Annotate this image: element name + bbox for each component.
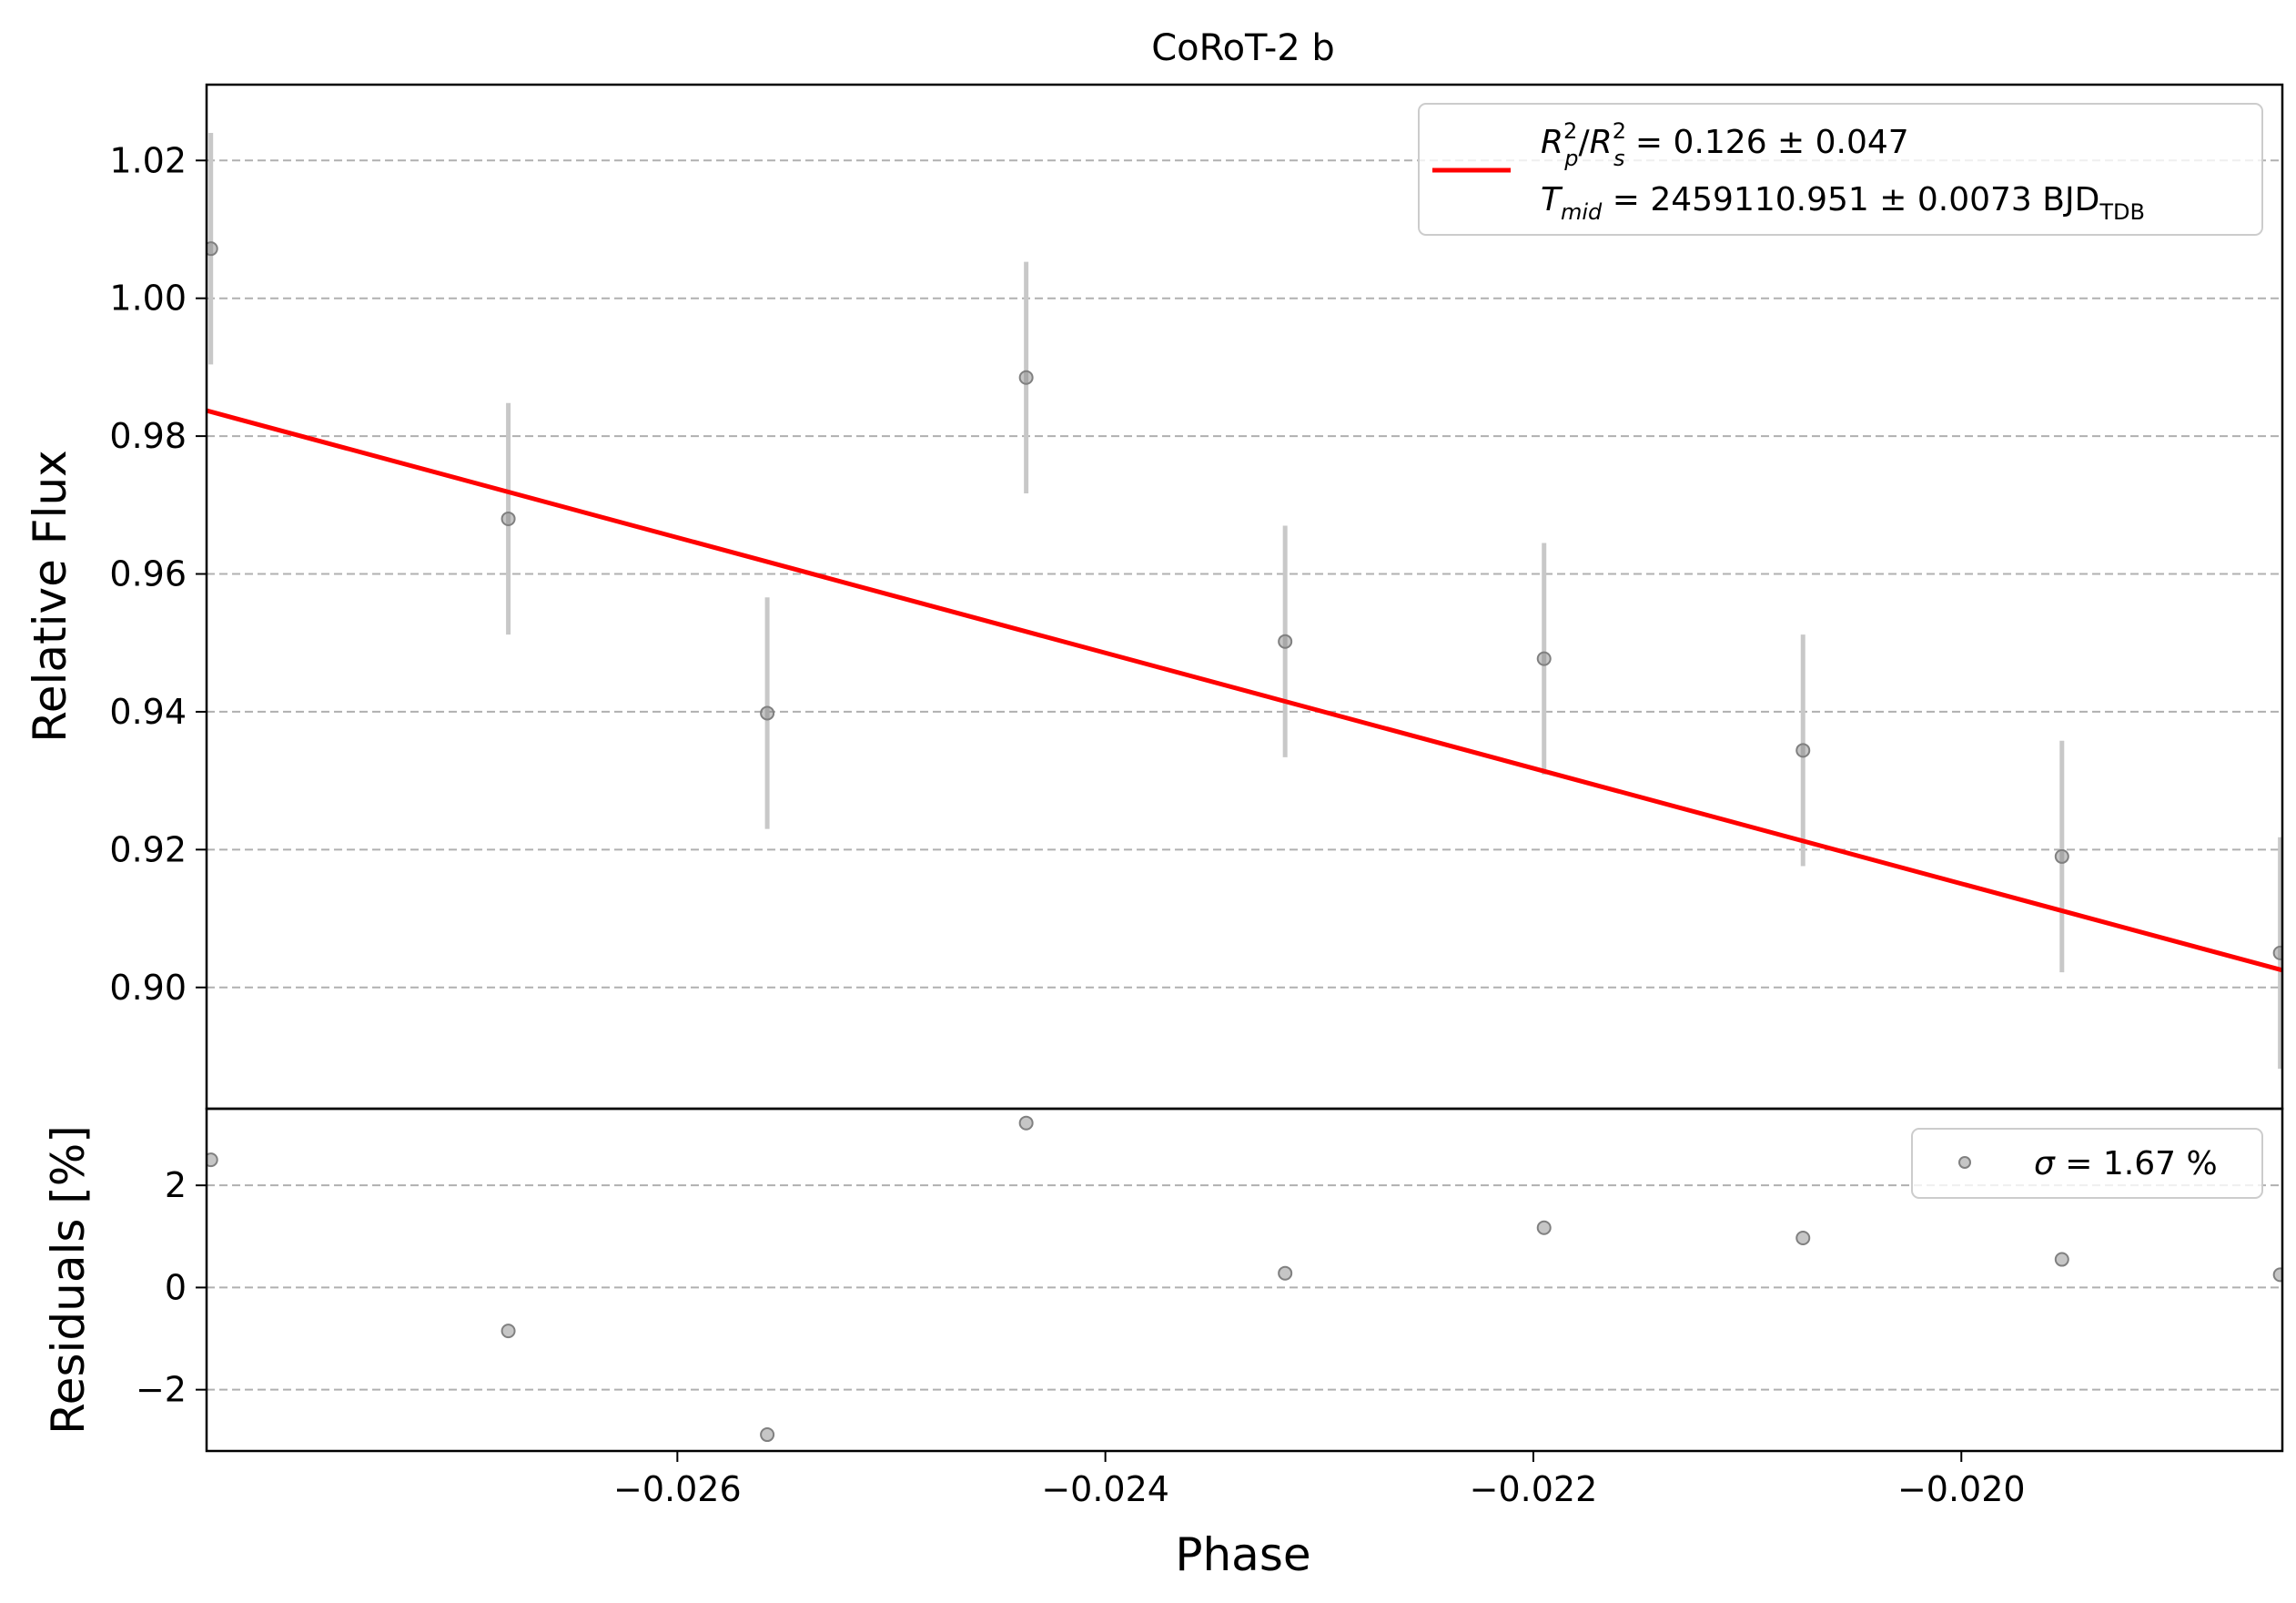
residuals-legend-marker — [1958, 1156, 1971, 1169]
x-axis: −0.026 −0.024 −0.022 −0.020 — [613, 1451, 2026, 1509]
main-y-tick-label: 1.02 — [109, 140, 187, 180]
main-data-point — [1795, 743, 1811, 758]
residuals-legend: σ = 1.67 % — [1911, 1128, 2263, 1199]
residuals-legend-box — [1911, 1128, 2263, 1199]
main-data-point — [1536, 651, 1552, 666]
main-y-tick-label: 0.90 — [109, 968, 187, 1008]
residuals-y-tick-label: −2 — [136, 1370, 187, 1410]
residual-point — [2272, 1267, 2282, 1283]
main-data-point — [2054, 848, 2069, 864]
residuals-y-tick-label: 2 — [165, 1165, 187, 1205]
main-y-tick-label: 0.96 — [109, 554, 187, 594]
residuals-legend-label: σ = 1.67 % — [2034, 1145, 2218, 1182]
legend-rp-sup: 2 — [1563, 118, 1577, 144]
legend-rs-sub: s — [1613, 146, 1625, 171]
legend-tdb-sub: TDB — [2099, 199, 2145, 225]
main-grid — [207, 159, 2282, 989]
main-data-point — [207, 241, 218, 257]
main-y-tick-label: 0.98 — [109, 416, 187, 456]
residual-point — [760, 1427, 775, 1443]
model-fit-line — [207, 408, 2282, 973]
residual-point — [1536, 1220, 1552, 1235]
x-tick-label: −0.022 — [1470, 1469, 1598, 1509]
main-data-point — [760, 705, 775, 721]
residuals-y-axis: −2 0 2 — [136, 1165, 207, 1410]
residual-point — [501, 1324, 516, 1339]
x-tick-label: −0.024 — [1041, 1469, 1169, 1509]
main-y-tick-label: 0.92 — [109, 829, 187, 869]
legend-t-sub: mid — [1561, 199, 1603, 225]
x-axis-title: Phase — [1175, 1528, 1310, 1581]
main-legend: R2 p/R2 s = 0.126 ± 0.047 Tmid = 2459110.9… — [1418, 103, 2263, 236]
residuals-data-layer — [207, 1115, 2282, 1443]
main-legend-box — [1418, 103, 2263, 236]
residuals-y-axis-title: Residuals [%] — [42, 1125, 95, 1435]
x-tick-label: −0.026 — [613, 1469, 742, 1509]
residuals-y-tick-label: 0 — [165, 1267, 187, 1307]
legend-sigma-value: = 1.67 % — [2055, 1145, 2218, 1182]
main-legend-tmid: Tmid = 2459110.951 ± 0.0073 BJDTDB — [1541, 181, 2145, 225]
main-y-tick-label: 0.94 — [109, 692, 187, 732]
legend-rs-sup: 2 — [1613, 118, 1626, 144]
residual-point — [1278, 1265, 1293, 1281]
main-y-axis-title: Relative Flux — [24, 450, 76, 742]
legend-sigma: σ — [2034, 1145, 2056, 1182]
main-data-point — [1018, 370, 1034, 385]
legend-t: T — [1541, 181, 1563, 218]
residual-point — [207, 1152, 218, 1168]
residual-point — [1018, 1115, 1034, 1131]
main-y-axis: 0.90 0.92 0.94 0.96 0.98 1.00 1.02 — [109, 140, 207, 1008]
main-y-tick-label: 1.00 — [109, 279, 187, 319]
legend-rs: R — [1590, 124, 1613, 161]
residuals-plot-frame — [205, 1107, 2284, 1453]
residuals-grid — [207, 1184, 2282, 1391]
chart-title: CoRoT-2 b — [1151, 27, 1335, 69]
residual-point — [2054, 1252, 2069, 1267]
legend-rp-sub: p — [1563, 146, 1578, 171]
main-data-layer — [207, 132, 2282, 1070]
main-data-point — [2272, 945, 2282, 960]
main-data-point — [1278, 634, 1293, 649]
legend-rp: R — [1541, 124, 1563, 161]
main-data-point — [501, 511, 516, 526]
legend-tmid-value: = 2459110.951 ± 0.0073 BJD — [1602, 181, 2099, 218]
main-legend-radius-ratio: R2 p/R2 s = 0.126 ± 0.047 — [1541, 118, 1909, 171]
residual-point — [1795, 1230, 1811, 1245]
legend-slash: / — [1579, 124, 1591, 161]
x-tick-label: −0.020 — [1897, 1469, 2026, 1509]
legend-radius-value: = 0.126 ± 0.047 — [1624, 124, 1908, 161]
